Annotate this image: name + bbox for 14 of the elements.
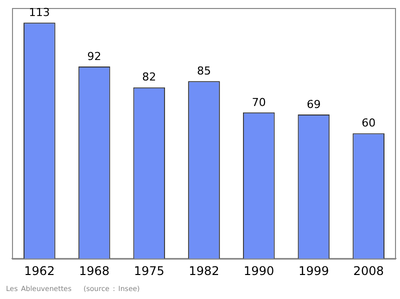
x-tick-label: 1982 (188, 264, 220, 278)
x-tick-label: 1975 (134, 264, 164, 278)
x-tick-label: 1962 (24, 264, 55, 278)
data-label: 113 (28, 6, 50, 19)
x-tick-label: 1990 (244, 264, 274, 278)
data-label: 70 (252, 96, 266, 109)
x-tick-label: 1968 (79, 264, 110, 278)
data-label: 85 (197, 64, 211, 78)
x-tick-label: 1999 (298, 264, 329, 278)
data-label: 82 (142, 70, 156, 84)
x-tick-label: 2008 (353, 264, 384, 278)
data-label: 60 (362, 116, 376, 130)
data-label: 92 (87, 50, 102, 63)
data-label: 69 (306, 98, 321, 111)
